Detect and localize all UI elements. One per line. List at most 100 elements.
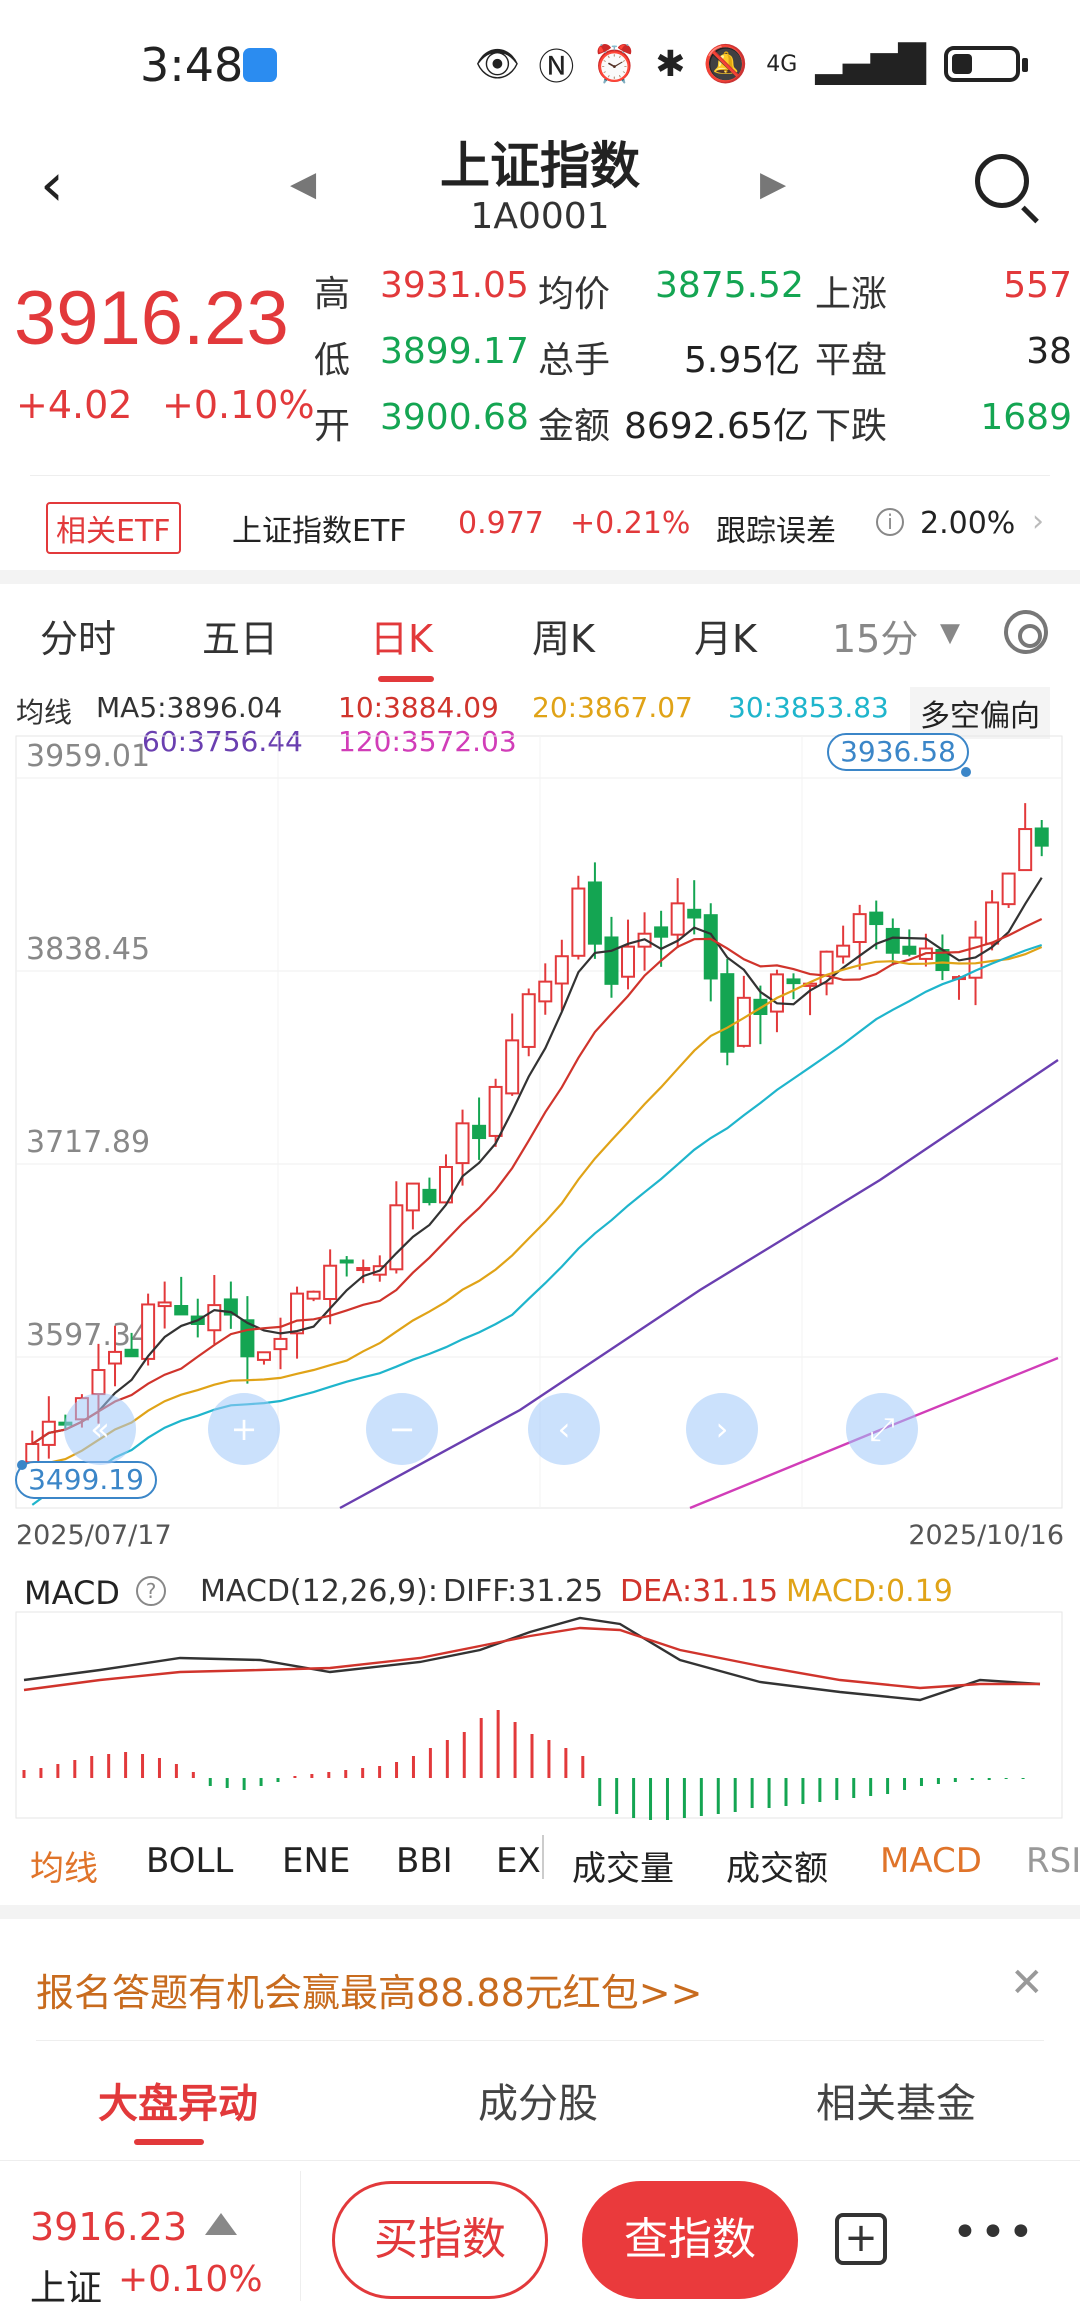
indicator-turnover[interactable]: 成交额 xyxy=(726,1849,828,1889)
candle-body xyxy=(422,1188,437,1204)
bottom-bar: 3916.23 上证 +0.10% 买指数 查指数 + ••• xyxy=(0,2160,1080,2310)
rewind-icon[interactable]: « xyxy=(64,1393,136,1465)
battery-icon xyxy=(944,46,1028,82)
indicator-ma[interactable]: 均线 xyxy=(30,1849,98,1889)
ma30-value: 30:3853.83 xyxy=(728,691,889,724)
quote-label-amount: 金额 xyxy=(538,406,611,447)
candle-body xyxy=(207,1304,222,1332)
macd-chart[interactable] xyxy=(0,1610,1080,1820)
active-subtab-indicator xyxy=(134,2139,204,2145)
ma10-line xyxy=(31,918,1043,1445)
tab-intraday[interactable]: 分时 xyxy=(40,617,117,661)
candle-body xyxy=(91,1369,106,1396)
add-watchlist-icon[interactable]: + xyxy=(835,2213,887,2265)
kline-chart[interactable]: 3959.01 3838.45 3717.89 3597.34 3936.58 3499.… xyxy=(0,730,1080,1510)
quote-label-avg: 均价 xyxy=(538,274,611,315)
etf-badge: 相关ETF xyxy=(46,502,181,554)
high-label-bg xyxy=(827,733,969,771)
indicator-bbi[interactable]: BBI xyxy=(396,1841,453,1881)
prev-index-icon[interactable]: ◀ xyxy=(290,164,317,204)
promo-text[interactable]: 报名答题有机会赢最高88.88元红包>> xyxy=(36,1971,703,2015)
tab-five-day[interactable]: 五日 xyxy=(202,617,279,661)
quote-panel: 3916.23 +4.02 +0.10% 高 3931.05 均价 3875.5… xyxy=(0,255,1080,455)
quote-value-open: 3900.68 xyxy=(380,397,529,438)
close-icon[interactable]: ✕ xyxy=(1010,1960,1044,2006)
chart-dates: 2025/07/17 2025/10/16 xyxy=(0,1520,1080,1560)
section-divider xyxy=(0,570,1080,584)
indicator-volume[interactable]: 成交量 xyxy=(572,1849,674,1889)
status-time: 3:48 xyxy=(140,38,244,92)
search-icon[interactable] xyxy=(975,154,1029,208)
quote-label-volume: 总手 xyxy=(538,340,611,381)
content-tabs: 大盘异动 成分股 相关基金 xyxy=(36,2040,1044,2150)
indicator-ex[interactable]: EX xyxy=(496,1841,541,1881)
ma20-value: 20:3867.07 xyxy=(532,691,693,724)
status-bar: 3:48 👁 Ⓝ ⏰ ✱ 🔕 4G ▂▄▆█ xyxy=(0,0,1080,120)
bias-button[interactable]: 多空偏向 xyxy=(910,687,1050,739)
tab-market-moves[interactable]: 大盘异动 xyxy=(98,2081,258,2127)
tab-15min[interactable]: 15分 xyxy=(832,617,919,661)
more-icon[interactable]: ••• xyxy=(952,2207,1036,2258)
section-divider xyxy=(0,1905,1080,1919)
candle-body xyxy=(438,1165,453,1204)
candle-body xyxy=(902,945,917,955)
tab-daily-k[interactable]: 日K xyxy=(370,617,433,661)
macd-value: MACD:0.19 xyxy=(786,1574,953,1609)
ma30-line xyxy=(31,943,1043,1506)
y-tick-label: 3717.89 xyxy=(26,1125,150,1160)
bottom-price: 3916.23 xyxy=(30,2205,188,2249)
indicator-boll[interactable]: BOLL xyxy=(146,1841,234,1881)
tab-related-funds[interactable]: 相关基金 xyxy=(816,2081,976,2127)
related-etf-row[interactable]: 相关ETF 上证指数ETF 0.977 +0.21% 跟踪误差 i 2.00% … xyxy=(30,475,1050,575)
candle-body xyxy=(521,993,536,1048)
candle-body xyxy=(654,926,669,938)
buy-index-button[interactable]: 买指数 xyxy=(332,2181,548,2299)
settings-icon[interactable] xyxy=(1004,610,1048,654)
candle-body xyxy=(720,973,735,1053)
current-price: 3916.23 xyxy=(14,276,289,361)
candle-body xyxy=(836,944,851,958)
indicator-rsi[interactable]: RSI xyxy=(1026,1841,1080,1881)
price-change: +4.02 xyxy=(16,383,133,427)
candle-body xyxy=(852,913,867,944)
quote-value-amount: 8692.65亿 xyxy=(624,406,809,447)
promo-banner[interactable]: 报名答题有机会赢最高88.88元红包>> ✕ xyxy=(0,1930,1080,2040)
quote-value-high: 3931.05 xyxy=(380,265,529,306)
candle-body xyxy=(124,1348,139,1358)
ma10-value: 10:3884.09 xyxy=(338,691,499,724)
tab-monthly-k[interactable]: 月K xyxy=(694,617,757,661)
triangle-up-icon[interactable] xyxy=(205,2213,237,2235)
dropdown-icon[interactable]: ▼ xyxy=(940,618,960,648)
indicator-ene[interactable]: ENE xyxy=(282,1841,351,1881)
help-icon[interactable]: ? xyxy=(136,1576,166,1606)
candle-body xyxy=(869,911,884,926)
back-icon[interactable]: ‹ xyxy=(40,150,64,220)
ma20-line xyxy=(31,945,1043,1476)
active-tab-indicator xyxy=(378,676,434,682)
tab-weekly-k[interactable]: 周K xyxy=(532,617,595,661)
indicator-macd[interactable]: MACD xyxy=(880,1841,982,1881)
candle-body xyxy=(703,914,718,980)
quote-value-volume: 5.95亿 xyxy=(684,340,801,381)
zoom-out-icon[interactable]: − xyxy=(366,1393,438,1465)
eye-icon: 👁 xyxy=(474,44,521,85)
scroll-right-icon[interactable]: › xyxy=(686,1393,758,1465)
page-title: 上证指数 xyxy=(440,137,640,195)
tab-constituents[interactable]: 成分股 xyxy=(478,2081,598,2127)
next-index-icon[interactable]: ▶ xyxy=(760,164,787,204)
fullscreen-icon[interactable]: ⤢ xyxy=(846,1393,918,1465)
info-icon[interactable]: i xyxy=(876,508,904,536)
zoom-in-icon[interactable]: + xyxy=(208,1393,280,1465)
high-label: 3936.58 xyxy=(840,735,956,768)
indicator-tabs: 均线 BOLL ENE BBI EX 成交量 成交额 MACD RSI xyxy=(0,1835,1080,1895)
etf-price: 0.977 xyxy=(458,506,544,541)
scroll-left-icon[interactable]: ‹ xyxy=(528,1393,600,1465)
candle-body xyxy=(290,1292,305,1335)
index-code: 1A0001 xyxy=(470,196,610,237)
bluetooth-icon: ✱ xyxy=(655,43,686,85)
candle-body xyxy=(604,936,619,985)
candle-body xyxy=(554,955,569,985)
ma60-value: 60:3756.44 xyxy=(142,725,303,758)
candle-body xyxy=(488,1085,503,1137)
check-index-button[interactable]: 查指数 xyxy=(582,2181,798,2299)
